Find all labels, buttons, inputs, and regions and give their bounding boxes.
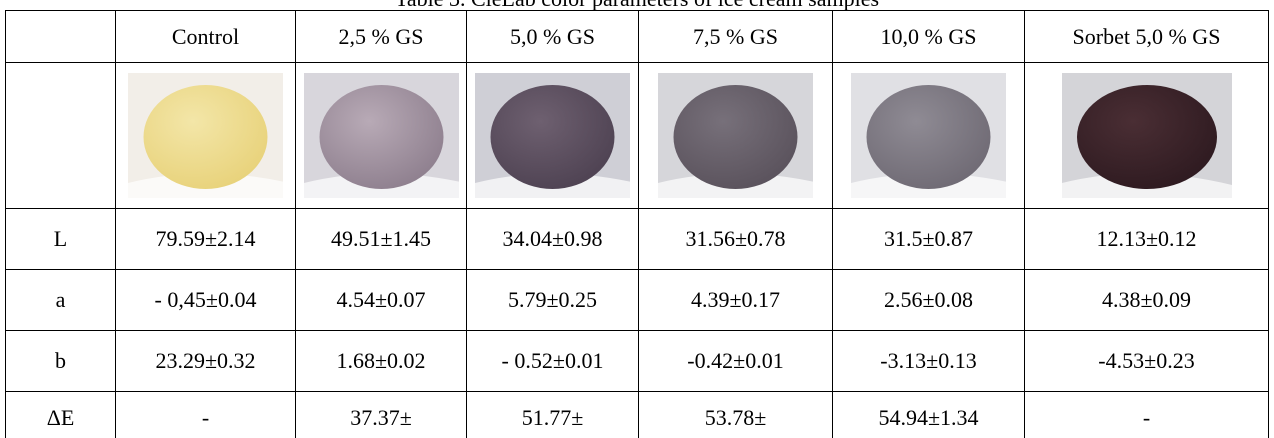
value-cell: - — [1025, 392, 1269, 438]
value-cell: 5.79±0.25 — [467, 270, 639, 331]
value-cell: 31.56±0.78 — [639, 209, 833, 270]
value-cell: 4.38±0.09 — [1025, 270, 1269, 331]
sample-photo — [851, 73, 1006, 198]
header-cell: 5,0 % GS — [467, 11, 639, 63]
empty-cell — [6, 63, 116, 209]
image-cell — [1025, 63, 1269, 209]
value-cell: 4.39±0.17 — [639, 270, 833, 331]
value-cell: 34.04±0.98 — [467, 209, 639, 270]
value-cell: -0.42±0.01 — [639, 331, 833, 392]
value-cell: - 0,45±0.04 — [116, 270, 296, 331]
value-cell: 49.51±1.45 — [296, 209, 467, 270]
header-cell — [6, 11, 116, 63]
value-cell: 2.56±0.08 — [833, 270, 1025, 331]
value-cell: 1.68±0.02 — [296, 331, 467, 392]
value-cell: 37.37± — [296, 392, 467, 438]
header-cell: 10,0 % GS — [833, 11, 1025, 63]
value-cell: 79.59±2.14 — [116, 209, 296, 270]
sample-photo — [658, 73, 813, 198]
image-row — [6, 63, 1269, 209]
value-cell: - — [116, 392, 296, 438]
page: Table 3. CieLab color parameters of ice … — [0, 0, 1274, 438]
sample-photo — [128, 73, 283, 198]
image-cell — [116, 63, 296, 209]
value-cell: 4.54±0.07 — [296, 270, 467, 331]
sample-photo — [1062, 73, 1232, 198]
image-cell — [296, 63, 467, 209]
value-cell: 31.5±0.87 — [833, 209, 1025, 270]
data-row: ΔE-37.37±51.77±53.78±54.94±1.34- — [6, 392, 1269, 438]
value-cell: 53.78± — [639, 392, 833, 438]
value-cell: 12.13±0.12 — [1025, 209, 1269, 270]
header-cell: 2,5 % GS — [296, 11, 467, 63]
value-cell: 51.77± — [467, 392, 639, 438]
header-cell: Sorbet 5,0 % GS — [1025, 11, 1269, 63]
value-cell: 54.94±1.34 — [833, 392, 1025, 438]
value-cell: 23.29±0.32 — [116, 331, 296, 392]
row-label: L — [6, 209, 116, 270]
row-label: ΔE — [6, 392, 116, 438]
value-cell: -3.13±0.13 — [833, 331, 1025, 392]
row-label: a — [6, 270, 116, 331]
header-cell: 7,5 % GS — [639, 11, 833, 63]
header-cell: Control — [116, 11, 296, 63]
sample-photo — [475, 73, 630, 198]
image-cell — [833, 63, 1025, 209]
image-cell — [467, 63, 639, 209]
row-label: b — [6, 331, 116, 392]
image-cell — [639, 63, 833, 209]
value-cell: -4.53±0.23 — [1025, 331, 1269, 392]
value-cell: - 0.52±0.01 — [467, 331, 639, 392]
sample-photo — [304, 73, 459, 198]
